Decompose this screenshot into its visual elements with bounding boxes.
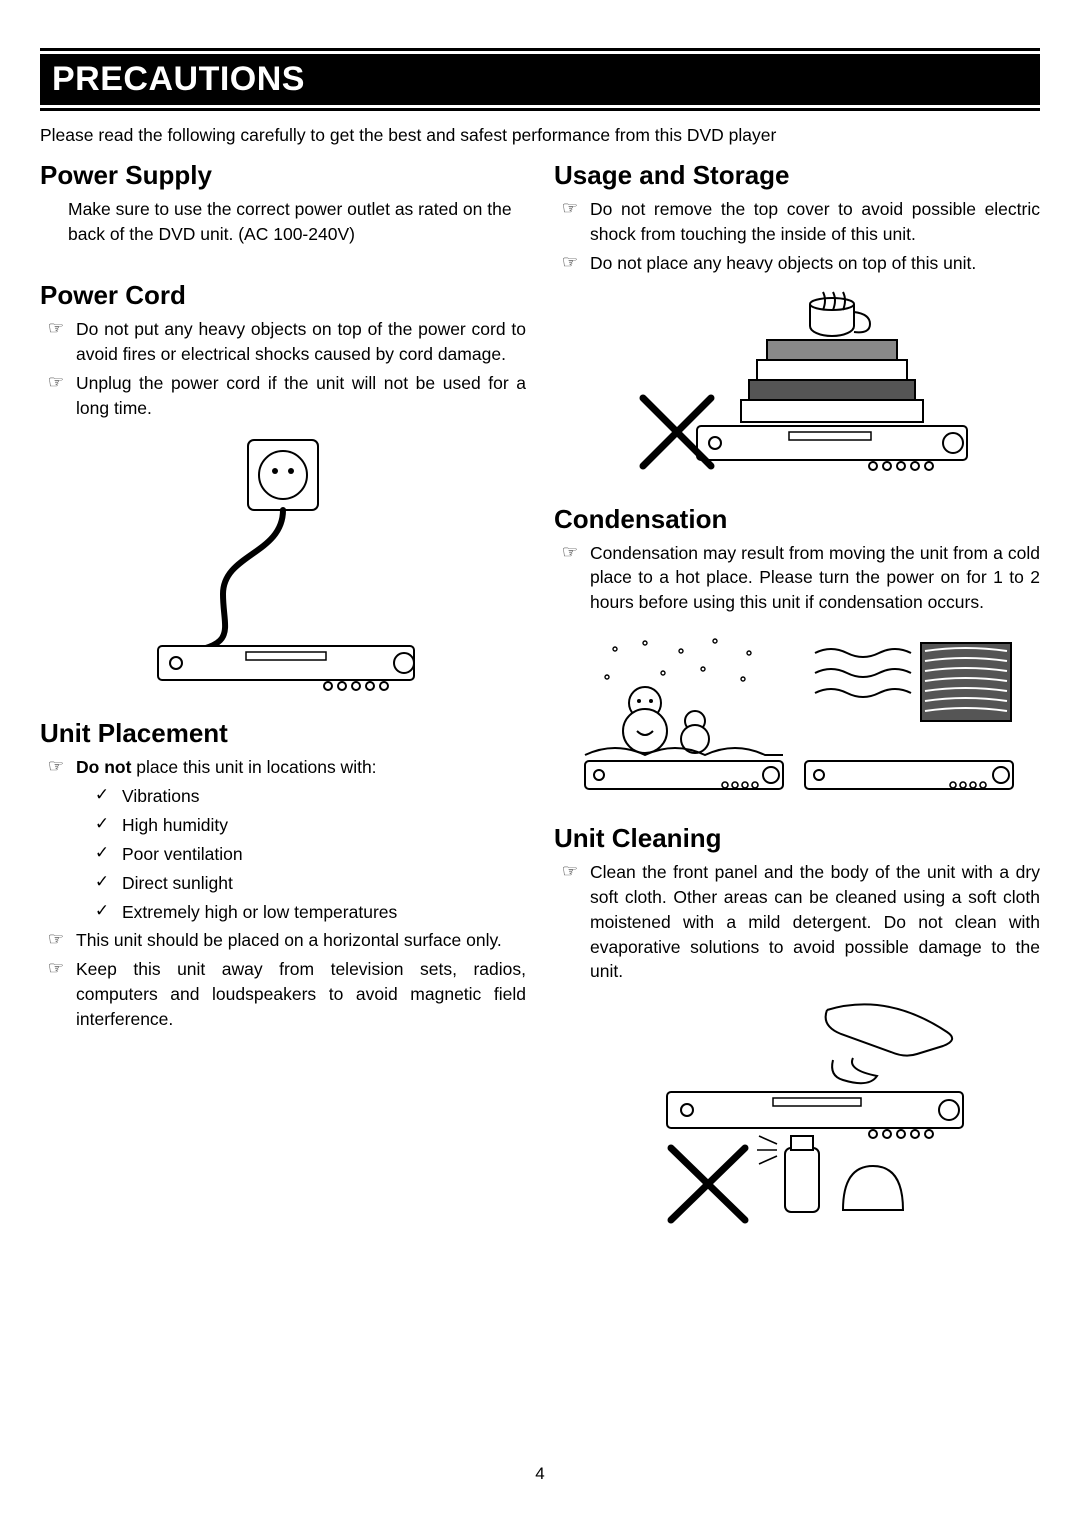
heading-condensation: Condensation — [554, 504, 1040, 535]
illustration-stacked-objects — [617, 290, 977, 480]
check-list: ✓ Vibrations ✓ High humidity ✓ Poor ventila… — [92, 784, 526, 924]
illustration-condensation — [577, 629, 1017, 799]
unit-placement-lead: ☞ Do not place this unit in locations wi… — [46, 755, 526, 780]
power-cord-item: ☞ Do not put any heavy objects on top of… — [46, 317, 526, 367]
hand-icon: ☞ — [560, 541, 580, 616]
check-item: Poor ventilation — [122, 842, 526, 867]
power-cord-text: Do not put any heavy objects on top of t… — [76, 317, 526, 367]
power-supply-body: Make sure to use the correct power outle… — [68, 197, 526, 246]
hand-icon: ☞ — [46, 755, 66, 780]
hand-icon: ☞ — [46, 371, 66, 421]
hand-icon: ☞ — [46, 928, 66, 953]
unit-placement-lead-text: Do not place this unit in locations with… — [76, 755, 526, 780]
power-cord-item: ☞ Unplug the power cord if the unit will… — [46, 371, 526, 421]
donot-bold: Do not — [76, 757, 131, 777]
condensation-text: Condensation may result from moving the … — [590, 541, 1040, 616]
check-item: High humidity — [122, 813, 526, 838]
usage-item: ☞ Do not place any heavy objects on top … — [560, 251, 1040, 276]
hand-icon: ☞ — [560, 860, 580, 984]
hand-icon: ☞ — [560, 197, 580, 247]
right-column: Usage and Storage ☞ Do not remove the to… — [554, 156, 1040, 1252]
check-item: Vibrations — [122, 784, 526, 809]
left-column: Power Supply Make sure to use the correc… — [40, 156, 526, 1252]
check-icon: ✓ — [92, 842, 112, 867]
usage-item: ☞ Do not remove the top cover to avoid p… — [560, 197, 1040, 247]
check-item: Extremely high or low temperatures — [122, 900, 526, 925]
check-item: Direct sunlight — [122, 871, 526, 896]
unit-placement-item: ☞ Keep this unit away from television se… — [46, 957, 526, 1032]
donot-rest: place this unit in locations with: — [131, 757, 376, 777]
condensation-item: ☞ Condensation may result from moving th… — [560, 541, 1040, 616]
heading-usage-storage: Usage and Storage — [554, 160, 1040, 191]
unit-placement-item: ☞ This unit should be placed on a horizo… — [46, 928, 526, 953]
check-icon: ✓ — [92, 871, 112, 896]
columns: Power Supply Make sure to use the correc… — [40, 156, 1040, 1252]
illustration-cleaning — [607, 998, 987, 1228]
page-number: 4 — [0, 1464, 1080, 1484]
unit-placement-text: This unit should be placed on a horizont… — [76, 928, 526, 953]
title-band: PRECAUTIONS — [40, 48, 1040, 111]
heading-unit-placement: Unit Placement — [40, 718, 526, 749]
unit-placement-text: Keep this unit away from television sets… — [76, 957, 526, 1032]
cleaning-item: ☞ Clean the front panel and the body of … — [560, 860, 1040, 984]
check-icon: ✓ — [92, 813, 112, 838]
check-icon: ✓ — [92, 900, 112, 925]
heading-power-cord: Power Cord — [40, 280, 526, 311]
usage-text: Do not place any heavy objects on top of… — [590, 251, 1040, 276]
intro-text: Please read the following carefully to g… — [40, 125, 1040, 146]
page-title: PRECAUTIONS — [52, 60, 1028, 99]
usage-text: Do not remove the top cover to avoid pos… — [590, 197, 1040, 247]
hand-icon: ☞ — [560, 251, 580, 276]
power-cord-text: Unplug the power cord if the unit will n… — [76, 371, 526, 421]
cleaning-text: Clean the front panel and the body of th… — [590, 860, 1040, 984]
heading-unit-cleaning: Unit Cleaning — [554, 823, 1040, 854]
hand-icon: ☞ — [46, 957, 66, 1032]
check-icon: ✓ — [92, 784, 112, 809]
hand-icon: ☞ — [46, 317, 66, 367]
illustration-power-cord — [128, 434, 438, 694]
heading-power-supply: Power Supply — [40, 160, 526, 191]
title-band-inner: PRECAUTIONS — [40, 51, 1040, 108]
